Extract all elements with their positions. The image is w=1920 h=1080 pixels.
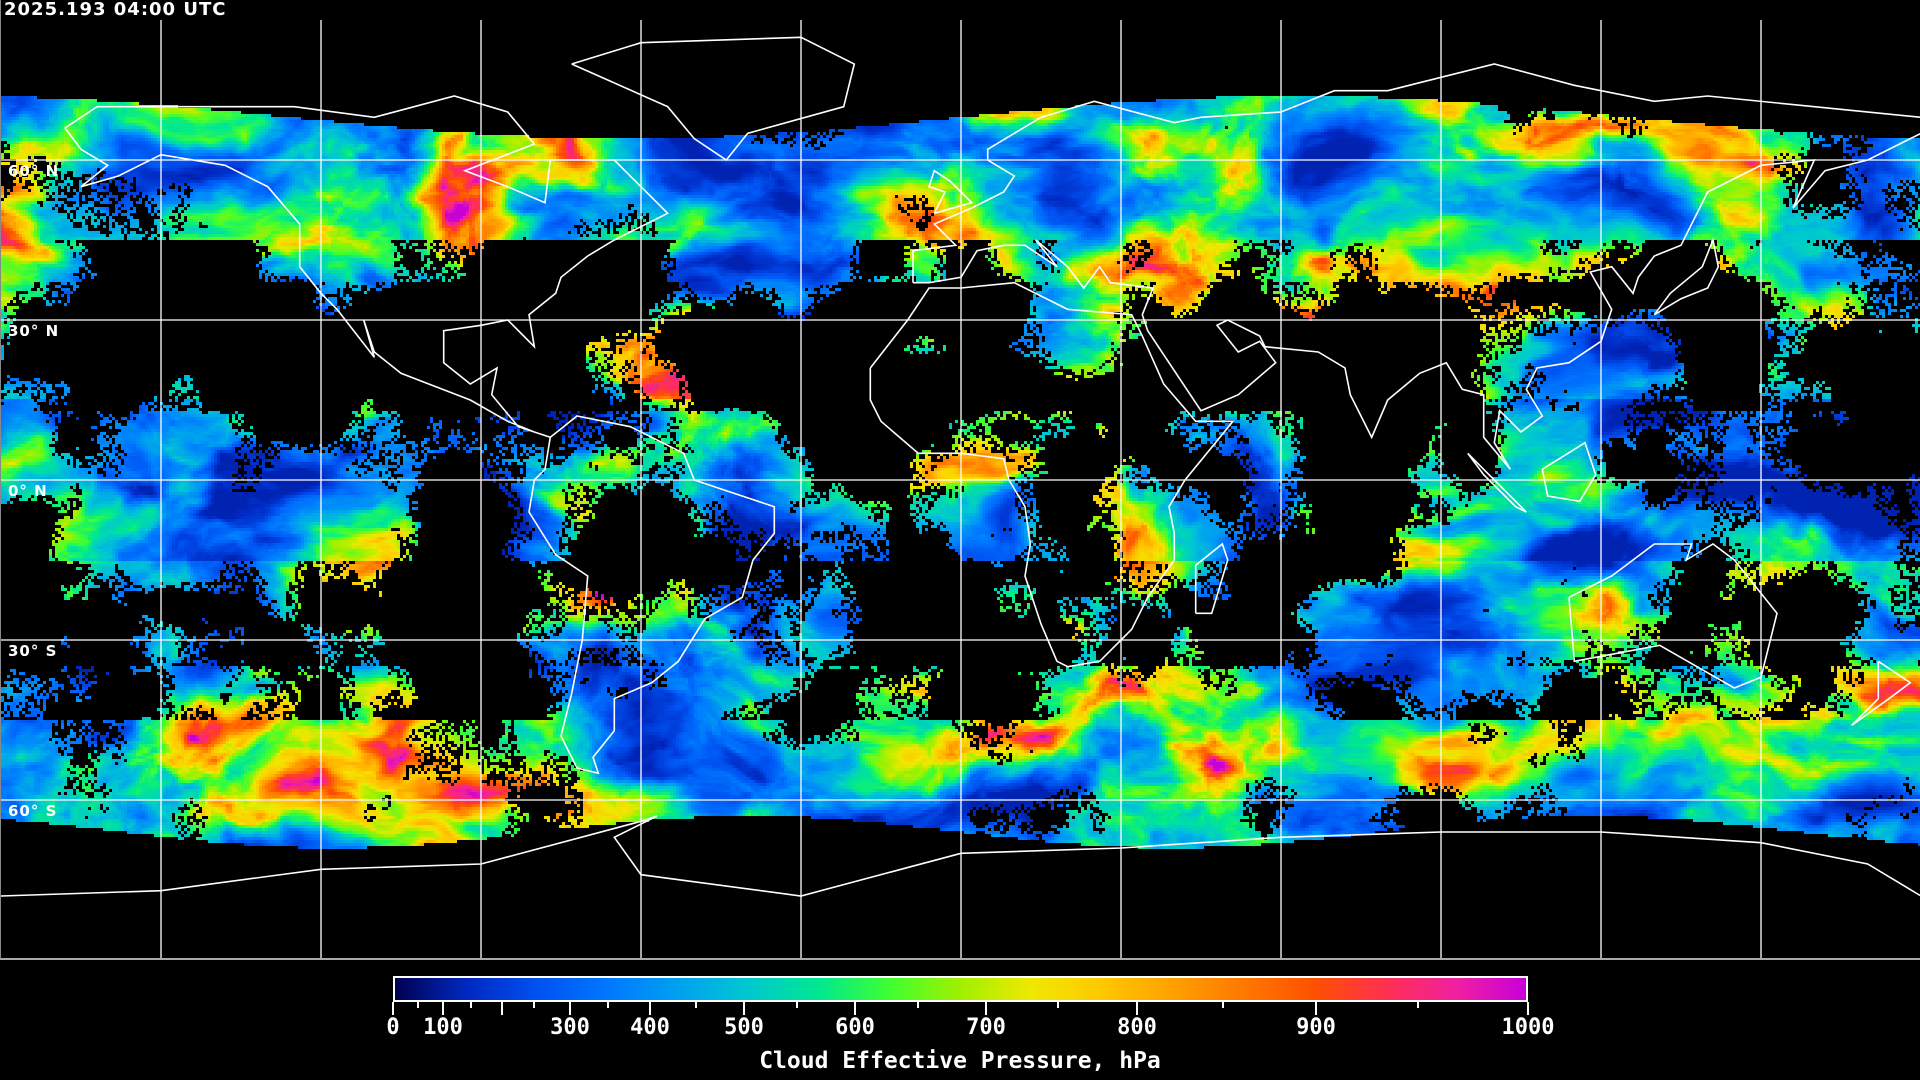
colorbar-label-700: 700 [966, 1015, 1006, 1040]
colorbar-minor-tick [796, 1002, 798, 1008]
colorbar-minor-tick [1417, 1002, 1419, 1008]
cloud-pressure-map: 2025.193 04:00 UTC 60° N 30° N 0° N 30° … [0, 0, 1920, 960]
colorbar-label-800: 800 [1117, 1015, 1157, 1040]
coastline-australia [1568, 543, 1778, 689]
lat-label-0n: 0° N [8, 482, 48, 500]
lat-label-60n: 60° N [8, 162, 60, 180]
coastline-great-britain [927, 169, 974, 215]
coastline-south-america [528, 415, 776, 775]
colorbar-major-tick [501, 1002, 503, 1015]
colorbar-minor-tick [607, 1002, 609, 1008]
colorbar-major-tick [743, 1002, 745, 1015]
colorbar-label-400: 400 [630, 1015, 670, 1040]
coastline-new-zealand [1851, 660, 1912, 726]
lat-label-60s: 60° S [8, 802, 58, 820]
coastline-eurasia [912, 63, 1920, 470]
colorbar-major-tick [1136, 1002, 1138, 1015]
coastline-madagascar [1194, 542, 1229, 615]
lat-label-30n: 30° N [8, 322, 60, 340]
colorbar-minor-tick [417, 1002, 419, 1008]
colorbar-major-tick [442, 1002, 444, 1015]
colorbar-title: Cloud Effective Pressure, hPa [759, 1048, 1161, 1074]
colorbar-label-500: 500 [724, 1015, 764, 1040]
colorbar-minor-tick [470, 1002, 472, 1008]
colorbar-major-tick [854, 1002, 856, 1015]
colorbar-minor-tick [1057, 1002, 1059, 1008]
colorbar-major-tick [1315, 1002, 1317, 1015]
colorbar-label-900: 900 [1296, 1015, 1336, 1040]
coastline-borneo [1541, 441, 1597, 503]
coastline-sumatra [1467, 452, 1527, 513]
colorbar-ticks [392, 1002, 1529, 1016]
colorbar-minor-tick [917, 1002, 919, 1008]
colorbar-major-tick [569, 1002, 571, 1015]
coastlines [1, 36, 1920, 897]
colorbar-label-600: 600 [835, 1015, 875, 1040]
coastline-north-america [64, 95, 670, 439]
colorbar-major-tick [392, 1002, 394, 1015]
colorbar-major-tick [649, 1002, 651, 1015]
colorbar-label-100: 100 [423, 1015, 463, 1040]
colorbar-label-300: 300 [550, 1015, 590, 1040]
lat-label-30s: 30° S [8, 642, 58, 660]
colorbar-major-tick [1527, 1002, 1529, 1015]
colorbar [393, 976, 1528, 1002]
colorbar-minor-tick [533, 1002, 535, 1008]
colorbar-minor-tick [1222, 1002, 1224, 1008]
timestamp-label: 2025.193 04:00 UTC [4, 0, 227, 20]
coastline-japan [1653, 237, 1720, 316]
colorbar-major-tick [985, 1002, 987, 1015]
coastline-africa [869, 281, 1235, 668]
map-overlay [1, 20, 1920, 958]
colorbar-minor-tick [695, 1002, 697, 1008]
colorbar-label-0: 0 [386, 1015, 400, 1040]
colorbar-label-1000: 1000 [1501, 1015, 1555, 1040]
coastline-greenland [571, 36, 856, 162]
graticule [1, 20, 1920, 958]
